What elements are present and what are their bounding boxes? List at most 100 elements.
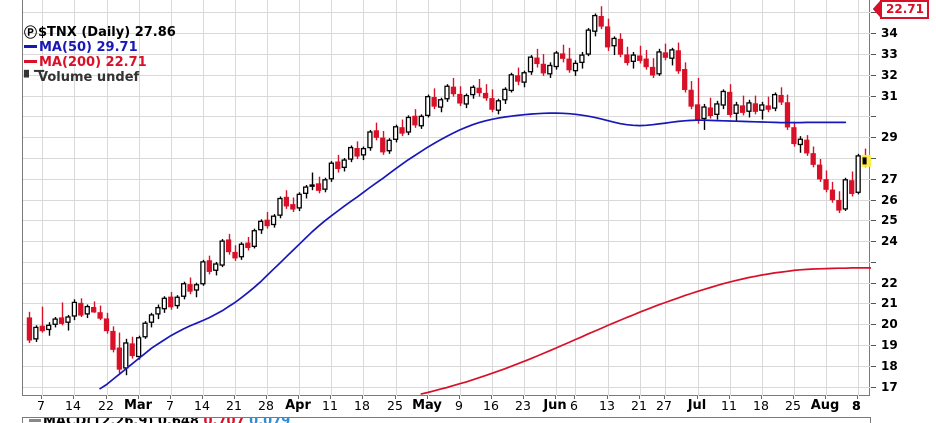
date-axis-month-label: Mar xyxy=(123,398,153,413)
date-axis-tickmark xyxy=(761,396,762,399)
date-axis-tickmark xyxy=(459,396,460,399)
date-axis-day-label: 14 xyxy=(194,398,210,413)
date-axis-day-label: 21 xyxy=(226,398,242,413)
date-axis-day-label: 25 xyxy=(785,398,801,413)
date-axis-day-label: 27 xyxy=(656,398,672,413)
price-axis-tickmark xyxy=(871,345,876,346)
date-axis-day-label: 21 xyxy=(631,398,647,413)
lower-axis-cutoff-label: 8 xyxy=(852,399,861,413)
price-axis-tickmark xyxy=(871,283,876,284)
price-axis-tickmark xyxy=(871,324,876,325)
date-axis-day-label: 14 xyxy=(65,398,81,413)
price-axis-tickmark xyxy=(871,200,876,201)
price-axis-label: 25 xyxy=(881,213,898,227)
ticker-icon: Ⓟ xyxy=(24,26,38,41)
bar-chart-icon: ▘▔ xyxy=(24,71,44,86)
price-axis-label: 17 xyxy=(881,380,898,394)
legend-symbol-label: $TNX (Daily) 27.86 xyxy=(38,25,176,40)
date-axis-day-label: 6 xyxy=(570,398,578,413)
date-axis-tickmark xyxy=(106,396,107,399)
price-axis-tickmark xyxy=(871,96,876,97)
price-axis-label: 29 xyxy=(881,130,898,144)
ma200-value-flag-pointer-icon xyxy=(873,0,881,18)
date-axis-day-label: 16 xyxy=(483,398,499,413)
ma200-value-flag-label: 22.71 xyxy=(880,0,929,19)
date-axis-tickmark xyxy=(523,396,524,399)
legend-volume-label: Volume undef xyxy=(38,70,140,85)
date-axis-month-label: Jun xyxy=(543,398,567,413)
macd-label: MACD(12,26,9) xyxy=(43,418,153,423)
date-axis-day-label: 22 xyxy=(98,398,114,413)
date-axis-tickmark xyxy=(793,396,794,399)
price-axis-label: 24 xyxy=(881,234,898,248)
price-axis-label: 19 xyxy=(881,338,898,352)
date-axis-day-label: 13 xyxy=(599,398,615,413)
date-axis-tickmark xyxy=(574,396,575,399)
date-axis-tickmark xyxy=(170,396,171,399)
price-axis-tickmark xyxy=(871,303,876,304)
date-axis-tickmark xyxy=(362,396,363,399)
price-axis-label: 18 xyxy=(881,359,898,373)
date-axis-day-label: 7 xyxy=(166,398,174,413)
date-axis-tickmark xyxy=(266,396,267,399)
price-axis-tickmark xyxy=(871,179,876,180)
macd-swatch-icon xyxy=(29,419,41,422)
price-chart-plot-area[interactable] xyxy=(22,0,871,396)
price-axis-label: 34 xyxy=(881,26,898,40)
price-axis-tickmark xyxy=(871,116,876,117)
legend-ma200-label: MA(200) 22.71 xyxy=(39,55,147,70)
date-axis-tickmark xyxy=(298,396,299,399)
date-axis-day-label: 11 xyxy=(322,398,338,413)
price-axis-label: 22 xyxy=(881,276,898,290)
date-axis-tickmark xyxy=(330,396,331,399)
price-axis-tickmark xyxy=(871,387,876,388)
price-axis-label: 32 xyxy=(881,68,898,82)
date-axis-tickmark xyxy=(664,396,665,399)
price-axis-tickmark xyxy=(871,33,876,34)
date-axis-tickmark xyxy=(555,396,556,399)
price-axis-tickmark xyxy=(871,366,876,367)
macd-value: 0.648 xyxy=(158,418,199,423)
macd-indicator-panel[interactable]: MACD(12,26,9) 0.648 0.707 0.079 xyxy=(22,418,871,423)
price-axis-tickmark xyxy=(871,158,876,159)
date-axis-day-label: 7 xyxy=(37,398,45,413)
date-axis-day-label: 18 xyxy=(354,398,370,413)
date-axis-month-label: May xyxy=(412,398,442,413)
price-axis-label: 26 xyxy=(881,193,898,207)
date-axis-tickmark xyxy=(857,396,858,399)
legend-symbol-row: Ⓟ$TNX (Daily) 27.86 xyxy=(24,25,176,41)
legend-ma50-label: MA(50) 29.71 xyxy=(39,40,138,55)
date-axis-day-label: 28 xyxy=(258,398,274,413)
date-axis-tickmark xyxy=(41,396,42,399)
date-axis-month-label: Aug xyxy=(810,398,840,413)
date-axis-tickmark xyxy=(73,396,74,399)
legend-ma200-row: MA(200) 22.71 xyxy=(24,55,176,70)
date-axis-day-label: 8 xyxy=(853,398,861,413)
date-axis-month-label: Apr xyxy=(285,398,311,413)
macd-histogram-value: 0.079 xyxy=(249,418,290,423)
macd-legend: MACD(12,26,9) 0.648 0.707 0.079 xyxy=(29,418,290,423)
price-axis-tickmark xyxy=(871,241,876,242)
date-axis-tickmark xyxy=(491,396,492,399)
legend-ma50-row: MA(50) 29.71 xyxy=(24,40,176,55)
date-axis-tickmark xyxy=(697,396,698,399)
date-axis-tickmark xyxy=(639,396,640,399)
price-axis-label: 21 xyxy=(881,296,898,310)
date-axis-month-label: Jul xyxy=(687,398,707,413)
price-axis-label: 20 xyxy=(881,317,898,331)
price-axis-tickmark xyxy=(871,137,876,138)
chart-gridlines xyxy=(23,0,871,396)
price-axis-label: 31 xyxy=(881,89,898,103)
ma200-swatch-icon xyxy=(24,60,37,63)
date-axis-tickmark xyxy=(202,396,203,399)
macd-signal-value: 0.707 xyxy=(204,418,245,423)
price-axis-tickmark xyxy=(871,220,876,221)
date-axis-tickmark xyxy=(138,396,139,399)
chart-data-layer xyxy=(26,6,871,395)
legend-volume-row: ▘▔Volume undef xyxy=(24,70,176,86)
date-axis-day-label: 23 xyxy=(515,398,531,413)
price-axis-tickmark xyxy=(871,75,876,76)
date-axis-tickmark xyxy=(427,396,428,399)
date-axis: 7 14 22 Mar 7 14 21 28 Apr 11 18 25 May 9 16 23 Jun 6 13 21… xyxy=(22,396,871,418)
